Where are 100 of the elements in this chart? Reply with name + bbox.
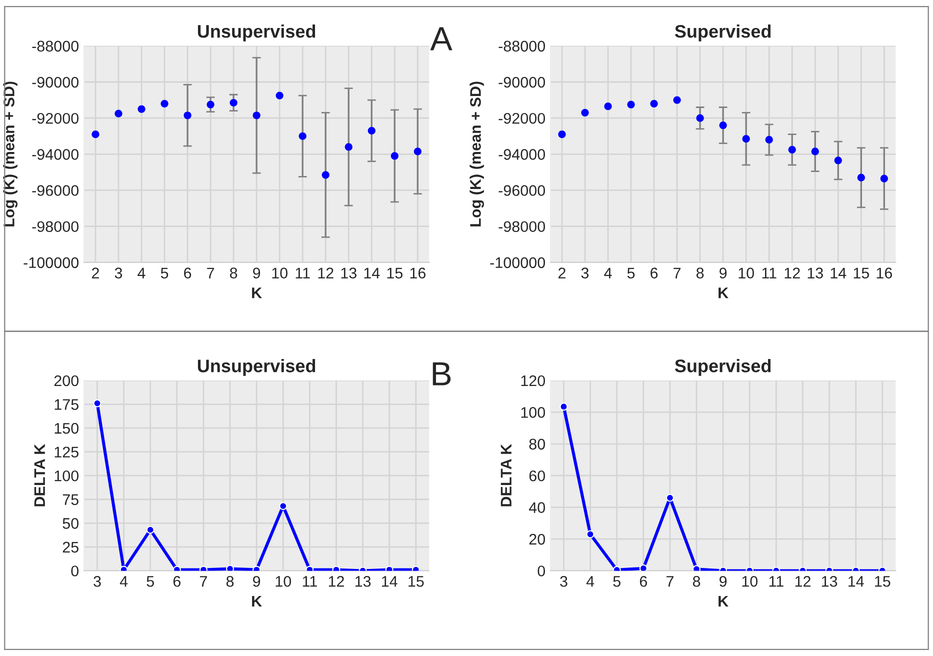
- x-tick-label: 13: [808, 268, 823, 278]
- point: [719, 121, 727, 130]
- y-tick-label: -94000: [32, 149, 79, 160]
- point: [114, 110, 122, 118]
- y-tick-label: 125: [54, 446, 78, 458]
- point: [390, 152, 398, 160]
- y-tick-label: -96000: [498, 185, 546, 196]
- point: [673, 96, 681, 104]
- x-tick-label: 5: [160, 268, 168, 278]
- x-tick-label: 5: [613, 576, 620, 587]
- y-tick-label: -94000: [498, 149, 546, 160]
- y-axis-title: DELTA K: [500, 444, 512, 506]
- y-tick-label: 200: [54, 375, 79, 386]
- point: [857, 174, 865, 182]
- y-tick-label: 150: [54, 422, 79, 434]
- point: [639, 564, 648, 571]
- point: [226, 564, 234, 571]
- x-tick-label: 9: [253, 576, 260, 587]
- point: [206, 100, 214, 108]
- x-tick-label: 6: [173, 576, 180, 587]
- y-tick-label: -88000: [498, 40, 546, 52]
- x-axis-title: K: [252, 596, 262, 606]
- x-tick-label: 11: [769, 576, 784, 587]
- y-tick-label: 80: [529, 438, 546, 450]
- point: [160, 100, 168, 108]
- y-tick-label: -92000: [32, 112, 79, 124]
- x-tick-label: 12: [795, 576, 810, 587]
- y-tick-label: -98000: [498, 221, 546, 232]
- chart-title: Supervised: [674, 359, 771, 376]
- x-tick-label: 10: [276, 576, 292, 587]
- x-tick-label: 7: [200, 576, 207, 587]
- x-tick-label: 16: [876, 268, 892, 278]
- point: [627, 100, 635, 108]
- y-tick-label: 25: [62, 542, 78, 553]
- y-tick-label: 100: [521, 407, 546, 418]
- x-tick-label: 9: [720, 576, 727, 587]
- point: [146, 526, 154, 534]
- x-axis-title: K: [252, 288, 262, 298]
- point: [586, 530, 594, 538]
- y-tick-label: -98000: [32, 221, 79, 232]
- x-tick-label: 11: [762, 268, 776, 278]
- x-axis-title: K: [718, 596, 728, 606]
- chart-title: Unsupervised: [198, 359, 316, 376]
- chart-title: Unsupervised: [198, 24, 316, 42]
- x-tick-label: 14: [830, 268, 846, 278]
- y-tick-label: 100: [54, 470, 79, 482]
- y-tick-label: 60: [529, 470, 546, 482]
- point: [252, 112, 260, 120]
- y-tick-label: 50: [62, 518, 79, 529]
- x-tick-label: 7: [207, 268, 214, 278]
- x-tick-label: 13: [341, 268, 356, 278]
- y-tick-label: 175: [54, 399, 78, 410]
- text: B: [432, 362, 451, 386]
- x-tick-label: 8: [696, 268, 704, 278]
- point: [322, 171, 330, 179]
- x-tick-label: 3: [114, 268, 122, 278]
- x-tick-label: 4: [604, 268, 612, 278]
- point: [344, 143, 352, 151]
- chart-title: Supervised: [674, 24, 771, 42]
- x-tick-label: 14: [364, 268, 380, 278]
- point: [788, 146, 796, 154]
- y-tick-label: 120: [521, 375, 546, 386]
- x-tick-label: 15: [854, 268, 870, 278]
- point: [650, 100, 658, 108]
- x-tick-label: 8: [230, 268, 238, 278]
- x-tick-label: 11: [302, 576, 317, 587]
- point: [765, 136, 773, 144]
- x-tick-label: 5: [146, 576, 154, 587]
- x-tick-label: 4: [120, 576, 128, 587]
- point: [581, 108, 589, 116]
- x-tick-label: 15: [408, 576, 424, 587]
- point: [560, 402, 568, 411]
- point: [230, 98, 238, 107]
- x-tick-label: 13: [355, 576, 371, 587]
- point: [414, 148, 422, 156]
- y-axis-title: Log (K) (mean + SD): [470, 82, 484, 226]
- point: [93, 399, 102, 408]
- x-tick-label: 3: [581, 268, 589, 278]
- x-tick-label: 14: [382, 576, 398, 587]
- x-tick-label: 12: [784, 268, 800, 278]
- x-tick-label: 11: [296, 268, 310, 278]
- x-tick-label: 9: [253, 268, 260, 278]
- x-tick-label: 13: [822, 576, 838, 587]
- y-tick-label: 20: [529, 534, 546, 545]
- point: [558, 130, 566, 138]
- x-tick-label: 10: [272, 268, 288, 278]
- text: A: [430, 27, 452, 50]
- x-tick-label: 4: [138, 268, 146, 278]
- x-tick-label: 10: [738, 268, 754, 278]
- point: [880, 174, 888, 182]
- x-tick-label: 6: [640, 576, 647, 587]
- point: [298, 132, 306, 140]
- x-tick-label: 12: [318, 268, 334, 278]
- x-tick-label: 10: [742, 576, 758, 587]
- point: [138, 105, 146, 113]
- point: [368, 126, 376, 135]
- x-tick-label: 4: [586, 576, 594, 587]
- point: [834, 156, 842, 164]
- x-axis-title: K: [718, 288, 728, 298]
- x-tick-label: 3: [94, 576, 101, 587]
